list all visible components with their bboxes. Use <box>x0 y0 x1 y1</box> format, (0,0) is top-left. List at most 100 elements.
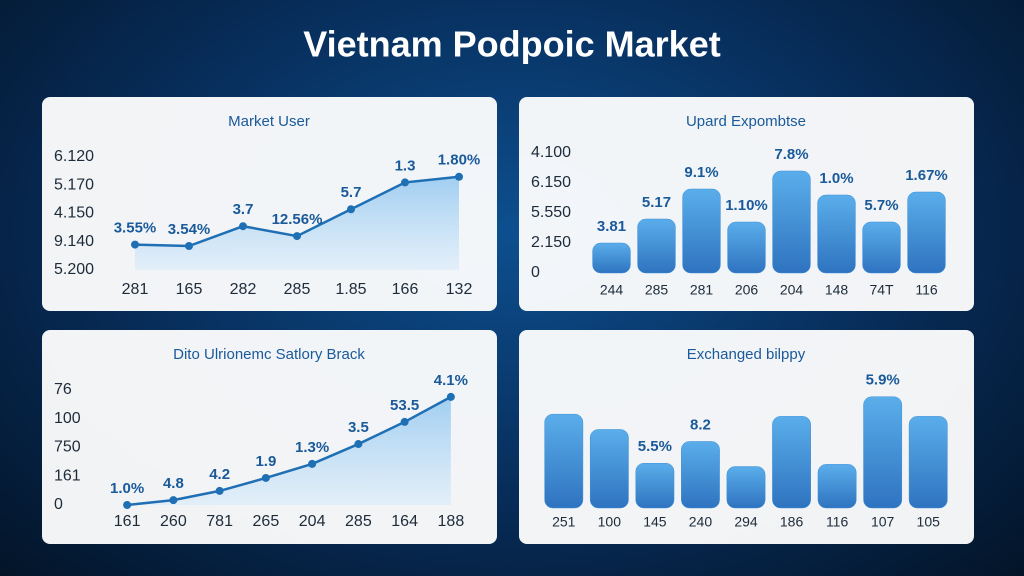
chart-title: Exchanged bilppy <box>687 346 806 363</box>
point <box>347 205 355 214</box>
bar <box>682 188 721 274</box>
x-tick-label: 244 <box>600 282 624 298</box>
data-label: 53.5 <box>390 397 419 414</box>
point <box>185 241 193 250</box>
data-label: 3.55% <box>114 220 157 237</box>
y-tick-label: 750 <box>54 439 81 456</box>
x-tick-label: 188 <box>438 513 465 530</box>
x-tick-label: 781 <box>206 513 233 530</box>
x-tick-label: 166 <box>392 281 419 298</box>
x-tick-label: 281 <box>690 282 714 298</box>
data-label: 1.0% <box>110 480 144 497</box>
y-tick-label: 76 <box>54 381 72 398</box>
data-label: 7.8% <box>774 146 808 163</box>
bar <box>592 242 631 274</box>
chart-card <box>519 97 974 311</box>
x-tick-label: 116 <box>915 282 938 298</box>
point <box>455 172 463 181</box>
point <box>123 501 132 509</box>
x-tick-label: 204 <box>780 282 804 298</box>
data-label: 5.17 <box>642 194 671 211</box>
data-label: 5.7% <box>864 197 898 214</box>
x-tick-label: 285 <box>645 282 669 298</box>
point <box>293 232 301 241</box>
y-tick-label: 0 <box>531 264 540 281</box>
bar <box>726 466 766 509</box>
bar <box>635 463 675 509</box>
point <box>400 417 409 426</box>
x-tick-label: 251 <box>552 514 576 530</box>
y-tick-label: 4.100 <box>531 144 571 161</box>
x-tick-label: 74T <box>869 282 894 298</box>
point <box>239 222 247 231</box>
y-tick-label: 161 <box>54 467 81 484</box>
point <box>308 459 317 468</box>
page-title: Vietnam Podpoic Market <box>303 24 720 65</box>
data-label: 4.1% <box>434 372 468 389</box>
data-label: 1.80% <box>438 152 481 169</box>
y-tick-label: 5.170 <box>54 176 94 193</box>
y-tick-label: 4.150 <box>54 205 94 222</box>
data-label: 3.7 <box>233 201 254 218</box>
x-tick-label: 145 <box>643 514 667 530</box>
data-label: 1.9 <box>255 453 276 470</box>
x-tick-label: 164 <box>391 513 418 530</box>
y-tick-label: 5.200 <box>54 261 94 278</box>
bar <box>544 413 584 509</box>
x-tick-label: 107 <box>871 514 895 530</box>
data-label: 3.54% <box>168 221 211 238</box>
bar <box>681 441 720 509</box>
x-tick-label: 132 <box>446 281 473 298</box>
y-tick-label: 5.550 <box>531 204 571 221</box>
bar <box>637 218 676 274</box>
chart-card <box>519 330 974 544</box>
data-label: 4.2 <box>209 466 230 483</box>
bar <box>907 191 946 274</box>
data-label: 12.56% <box>272 211 323 228</box>
bar <box>727 221 766 274</box>
y-tick-label: 2.150 <box>531 234 571 251</box>
line <box>126 395 452 507</box>
data-label: 8.2 <box>690 416 711 433</box>
data-label: 9.1% <box>684 164 718 181</box>
point <box>215 486 224 495</box>
x-tick-label: 165 <box>176 281 203 298</box>
data-label: 1.3 <box>395 157 416 174</box>
bar <box>908 416 948 509</box>
bar <box>772 416 811 509</box>
bar <box>863 396 903 509</box>
x-tick-label: 100 <box>598 514 622 530</box>
data-label: 1.67% <box>905 167 948 184</box>
data-label: 1.3% <box>295 439 329 456</box>
data-label: 1.0% <box>819 170 853 187</box>
point <box>401 178 409 187</box>
data-label: 3.5 <box>348 419 369 436</box>
y-tick-label: 6.150 <box>531 174 571 191</box>
x-tick-label: 265 <box>253 513 280 530</box>
y-tick-label: 6.120 <box>54 148 94 165</box>
x-tick-label: 161 <box>114 513 141 530</box>
x-tick-label: 204 <box>299 513 326 530</box>
x-tick-label: 282 <box>230 281 257 298</box>
point <box>446 392 455 401</box>
x-tick-label: 105 <box>917 514 941 530</box>
bar <box>862 221 901 274</box>
x-tick-label: 285 <box>284 281 311 298</box>
x-tick-label: 285 <box>345 513 372 530</box>
data-label: 5.7 <box>341 184 362 201</box>
x-tick-label: 294 <box>734 514 758 530</box>
data-label: 5.9% <box>866 372 900 389</box>
x-tick-label: 240 <box>689 514 713 530</box>
x-tick-label: 1.85 <box>335 281 366 298</box>
chart-title: Market User <box>228 113 310 130</box>
x-tick-label: 186 <box>780 514 804 530</box>
point <box>261 473 270 482</box>
x-tick-label: 148 <box>825 282 849 298</box>
point <box>131 240 139 249</box>
point <box>354 440 363 449</box>
x-tick-label: 116 <box>826 514 849 530</box>
bar <box>589 429 629 509</box>
data-label: 5.5% <box>638 438 672 455</box>
x-tick-label: 206 <box>735 282 759 298</box>
